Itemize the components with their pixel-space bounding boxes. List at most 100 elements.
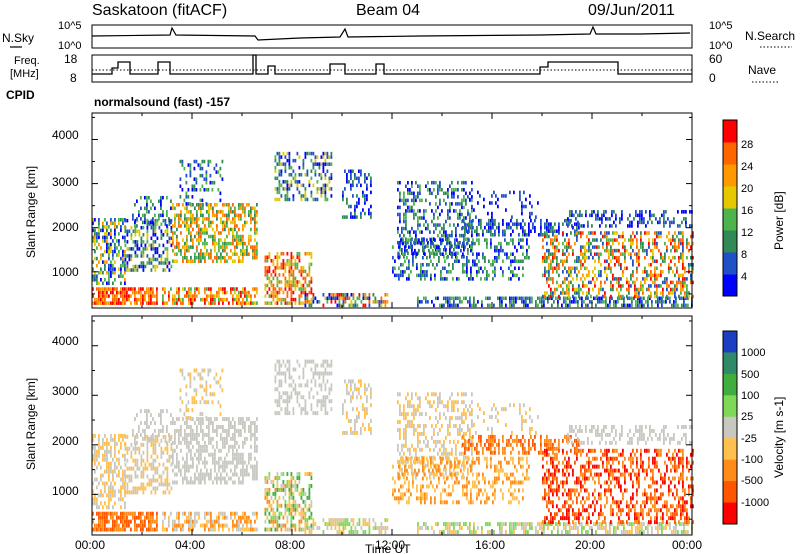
power-cell [512,241,514,246]
power-cell [573,213,575,218]
power-cell [431,251,433,256]
velocity-cell [94,449,96,454]
velocity-cell [134,458,137,463]
power-cell [612,238,614,242]
power-cell [592,255,594,260]
velocity-cell [110,527,112,532]
power-cell [304,269,307,274]
power-cell [340,303,343,308]
velocity-cell [308,487,311,492]
power-cell [666,280,668,285]
velocity-cell [310,476,313,481]
power-cell [601,220,603,225]
velocity-cell [240,417,242,422]
velocity-cell [150,436,152,441]
power-cell [439,303,441,308]
power-cell [476,225,478,230]
power-cell [510,238,512,242]
power-cell [114,228,116,233]
velocity-cell [180,448,182,453]
velocity-cell [198,421,200,426]
velocity-cell [228,417,230,422]
power-cell [501,303,503,308]
power-cell [185,180,188,185]
velocity-cell [238,444,240,449]
power-cell [254,213,256,218]
power-cell [302,290,305,295]
power-cell [676,287,678,292]
velocity-cell [184,464,186,469]
power-cell [673,303,675,308]
power-cell [202,297,204,302]
power-cell [461,244,463,248]
velocity-cell [162,462,165,467]
power-cell [548,252,550,256]
power-cell [322,162,325,166]
power-cell [98,228,100,233]
power-cell [142,297,144,302]
velocity-cell [290,495,293,500]
power-cell [638,294,640,299]
power-cell [278,187,281,191]
power-cell [226,217,228,221]
velocity-cell [128,519,130,524]
power-cell [308,266,311,270]
velocity-cell [222,468,224,473]
power-cell [606,277,608,281]
velocity-cell [132,432,134,437]
power-cell [184,241,186,246]
power-cell [666,294,668,299]
velocity-cell [170,511,172,516]
power-cell [338,303,341,308]
power-cell [226,234,228,239]
power-cell [578,291,580,295]
power-cell [399,244,401,248]
velocity-cell [234,468,236,473]
power-cell [685,296,687,301]
power-cell [180,301,182,305]
velocity-cell [130,442,133,447]
cpid-label: CPID [6,88,35,102]
velocity-cell [278,411,281,416]
velocity-cell [187,400,190,405]
power-cell [453,300,455,304]
power-cell [551,303,553,308]
power-cell [198,255,200,260]
power-cell [384,293,387,297]
power-cell [476,270,478,274]
velocity-cell [108,477,110,482]
power-cell [677,224,679,228]
power-cell [288,197,291,202]
power-cell [204,297,206,302]
velocity-cell [148,523,150,528]
velocity-cell [210,523,212,528]
power-cell [230,206,232,211]
power-cell [206,297,208,302]
power-cell [420,277,422,281]
power-cell [468,259,470,263]
power-cell [568,238,570,242]
power-cell [656,231,658,235]
power-cell [292,262,295,267]
velocity-cell [204,515,206,520]
power-cell [204,290,206,295]
power-cell [278,162,281,166]
velocity-cell [280,395,283,400]
power-cell [408,263,410,267]
power-cell [605,296,607,301]
velocity-cell [242,511,244,516]
power-cell [160,233,163,237]
power-cell [600,284,602,288]
power-cell [449,202,451,206]
power-cell [104,297,106,302]
velocity-cell [136,527,138,532]
power-cell [607,217,609,221]
power-cell [166,229,169,233]
velocity-cell [250,456,252,461]
power-cell [521,211,523,216]
power-cell [298,294,301,298]
velocity-cell [296,472,299,477]
velocity-cell [144,428,146,433]
velocity-cell [224,511,226,516]
velocity-cell [118,523,120,528]
